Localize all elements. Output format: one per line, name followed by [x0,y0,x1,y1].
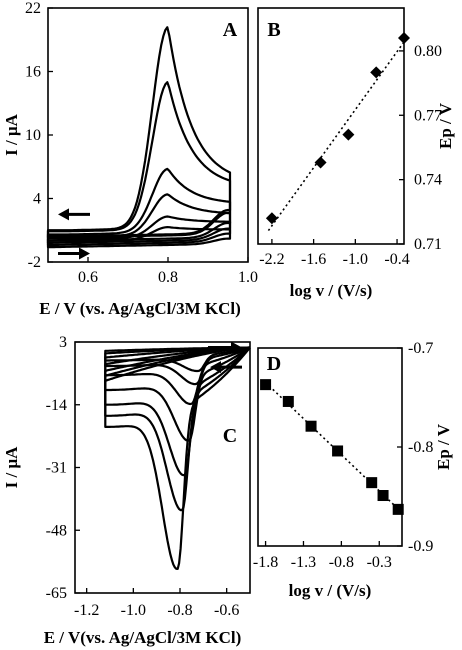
panel-b-frame [257,7,405,245]
panel-d-ep-vs-log-v: -1.8 -1.3 -0.8 -0.3 -0.7 -0.8 -0.9 log v / (V/s… [253,340,453,600]
panel-c-x-tick-label: -1.0 [121,602,146,619]
panel-c-y-tick-label: -31 [46,460,67,477]
panel-a-cv-curve [46,226,232,249]
panel-a-cyclic-voltammogram: 0.6 0.8 1.0 -2 4 10 16 22 E / V (vs. Ag/AgCl/3M … [2,0,258,318]
panel-a-x-tick-label: 0.6 [78,269,98,286]
panel-b-data-point [342,128,355,141]
panel-b-y-tick-label: 0.74 [414,172,442,189]
panel-b-letter: B [267,19,280,41]
panel-b-y-tick-label: 0.80 [414,43,442,60]
panel-a-y-tick-label: 4 [33,191,41,208]
panel-a-y-tick-label: 10 [25,127,41,144]
panel-a-y-tick-label: 22 [25,0,41,17]
panel-a-y-tick-label: -2 [28,254,41,271]
panel-b-y-tick-label: 0.77 [414,107,442,124]
panel-d-x-tick-label: -1.8 [253,554,278,571]
panel-c-x-axis-title: E / V(vs. Ag/AgCl/3M KCl) [44,628,242,647]
panel-d-data-point [377,490,389,502]
panel-b-x-tick-label: -2.2 [259,251,284,268]
panel-c-x-tick-label: -0.6 [214,602,239,619]
panel-a-letter: A [223,19,238,41]
panel-d-data-point [282,395,294,407]
panel-b-data-point [370,66,383,79]
panel-c-forward-arrowhead [231,341,242,354]
panel-c-y-axis-title: I / μA [2,446,21,488]
panel-b-fit-line [267,39,407,232]
panel-a-y-tick-label: 16 [25,64,41,81]
panel-d-data-point [305,420,317,432]
panel-b-ep-vs-log-v: -2.2 -1.6 -1.0 -0.4 0.71 0.74 0.77 0.80 log v / … [257,7,455,300]
panel-c-x-tick-label: -1.2 [74,602,99,619]
panel-c-backward-arrowhead [210,361,221,374]
panel-c-letter: C [223,425,237,447]
panel-c-cv-curve [104,346,251,442]
panel-a-y-axis-title: I / μA [2,113,21,155]
panel-c-x-tick-label: -0.8 [167,602,192,619]
panel-c-y-tick-label: -48 [46,522,67,539]
panel-a-x-tick-label: 1.0 [238,269,258,286]
panel-b-x-tick-label: -1.6 [301,251,326,268]
panel-c-frame [74,341,251,594]
panel-c-cyclic-voltammogram: -1.2 -1.0 -0.8 -0.6 3 -14 -31 -48 -65 E / V(vs. A… [2,334,251,647]
panel-c-y-tick-label: 3 [59,334,67,351]
panel-d-y-tick-label: -0.8 [408,439,433,456]
panel-d-x-tick-label: -0.3 [367,554,392,571]
panel-d-letter: D [267,353,281,375]
panel-d-frame [257,347,403,547]
panel-b-data-point [314,156,327,169]
panel-c-y-tick-label: -65 [46,585,67,602]
panel-b-y-axis-title: Ep / V [436,102,455,149]
panel-d-x-tick-label: -1.3 [291,554,316,571]
panel-d-y-axis-title: Ep / V [434,423,453,470]
panel-a-forward-arrowhead [79,247,90,260]
panel-d-x-tick-label: -0.8 [329,554,354,571]
panel-b-data-point [265,212,278,225]
panel-d-y-tick-label: -0.9 [408,538,433,555]
panel-b-x-tick-label: -1.0 [343,251,368,268]
panel-b-y-tick-label: 0.71 [414,236,442,253]
panel-c-y-tick-label: -14 [46,397,67,414]
panel-d-x-axis-title: log v / (V/s) [289,581,372,600]
panel-d-data-point [260,379,272,391]
panel-c-cv-curve [104,346,251,570]
panel-a-x-axis-title: E / V (vs. Ag/AgCl/3M KCl) [39,299,241,318]
panel-b-x-axis-title: log v / (V/s) [290,281,373,300]
panel-d-data-point [332,445,344,457]
panel-a-x-tick-label: 0.8 [158,269,178,286]
panel-a-backward-arrowhead [58,208,69,221]
panel-b-x-tick-label: -0.4 [384,251,409,268]
panel-c-cv-curve [104,346,251,373]
panel-b-data-point [398,32,410,45]
panel-d-y-tick-label: -0.7 [408,340,433,357]
panel-d-data-point [366,477,378,489]
panel-d-data-point [392,503,404,515]
